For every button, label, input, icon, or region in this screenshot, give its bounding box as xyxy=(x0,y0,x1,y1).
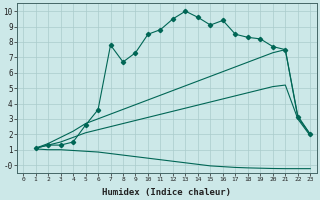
X-axis label: Humidex (Indice chaleur): Humidex (Indice chaleur) xyxy=(102,188,231,197)
